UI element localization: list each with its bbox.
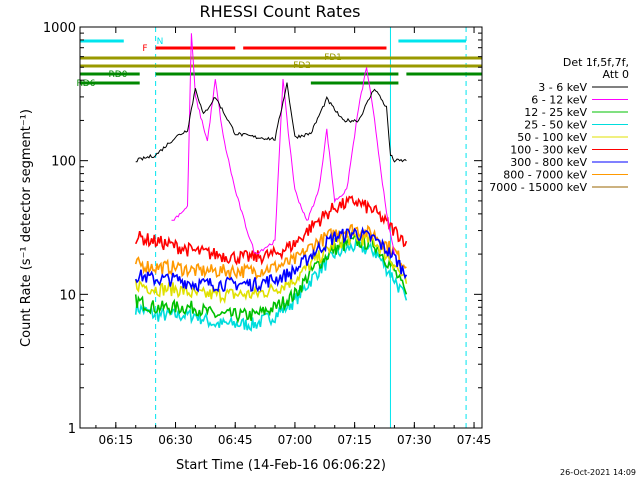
legend-label: 800 - 7000 keV [503,169,587,182]
legend-label: 50 - 100 keV [517,131,587,144]
legend-label: 7000 - 15000 keV [489,181,587,194]
flag-label-fd1: FD1 [324,53,342,63]
legend-label: 12 - 25 keV [524,106,587,119]
flag-label-rd0: RD0 [109,70,128,80]
x-tick-label: 07:15 [337,433,372,447]
flag-label-fd2: FD2 [293,61,311,71]
legend-header: Det 1f,5f,7f, [563,56,629,69]
series-line-0 [135,82,407,163]
x-tick-label: 07:45 [457,433,492,447]
x-tick-label: 07:00 [278,433,313,447]
legend-label: 100 - 300 keV [510,144,587,157]
flag-label-f: F [142,44,147,54]
y-tick-label: 100 [51,155,76,170]
y-axis-label: Count Rate (s⁻¹ detector segment⁻¹) [19,109,34,347]
plot-frame [79,26,483,429]
x-tick-label: 06:45 [218,433,253,447]
series-line-4 [134,229,408,305]
legend-label: 3 - 6 keV [538,81,587,94]
y-tick-label: 10 [59,288,76,303]
flag-label-rd6: RD6 [77,79,96,89]
legend-label: 300 - 800 keV [510,156,587,169]
y-tick-label: 1000 [43,21,76,36]
chart-title: RHESSI Count Rates [200,2,361,21]
x-tick-label: 06:15 [99,433,134,447]
series-line-6 [134,226,408,293]
x-axis-label: Start Time (14-Feb-16 06:06:22) [176,458,386,473]
series-line-1 [171,33,395,255]
timestamp: 26-Oct-2021 14:09 [560,468,636,477]
x-tick-label: 07:30 [397,433,432,447]
x-tick-label: 06:30 [158,433,193,447]
series-line-5 [134,195,408,266]
legend-header: Att 0 [603,68,629,81]
legend-label: 6 - 12 keV [531,94,587,107]
legend-label: 25 - 50 keV [524,119,587,132]
series-line-2 [134,234,408,324]
flag-label-n: N [157,37,164,47]
y-tick-label: 1 [68,422,76,437]
